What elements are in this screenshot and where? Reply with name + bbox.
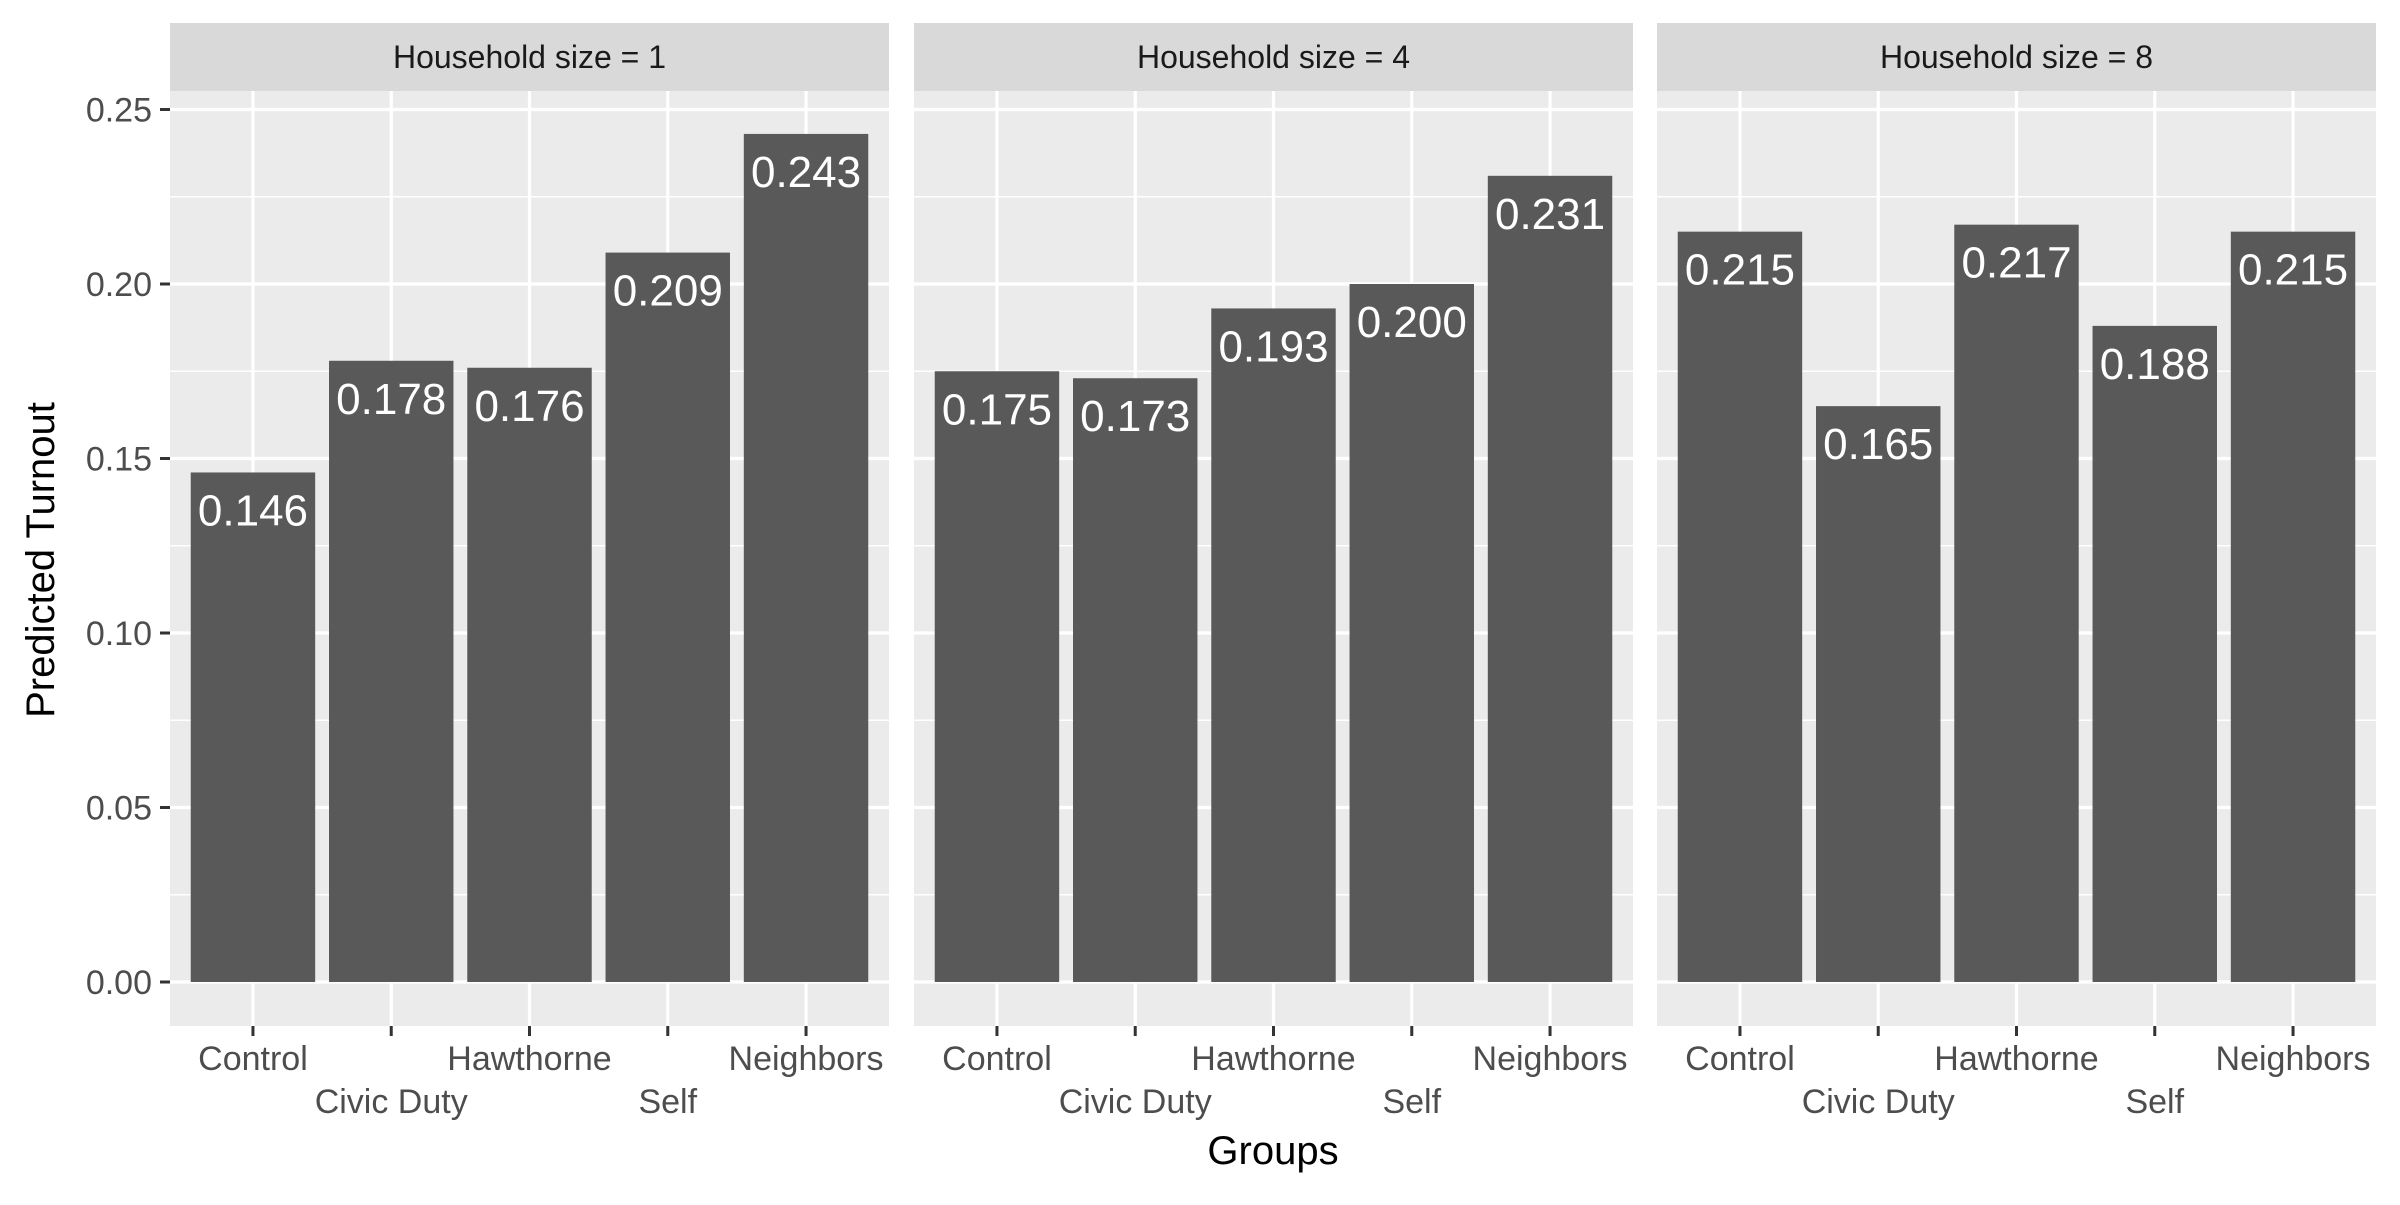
- bar: [1677, 231, 1803, 982]
- x-axis-title: Groups: [1207, 1129, 1338, 1173]
- bar: [934, 371, 1060, 982]
- bar-value-label: 0.231: [1495, 190, 1605, 239]
- x-tick-label: Civic Duty: [1059, 1083, 1212, 1121]
- x-tick-label: Hawthorne: [1191, 1040, 1355, 1078]
- bar-value-label: 0.173: [1080, 392, 1190, 441]
- x-tick-label: Control: [942, 1040, 1052, 1078]
- x-tick-label: Neighbors: [1473, 1040, 1628, 1078]
- y-tick-label: 0.10: [86, 615, 152, 653]
- x-tick-label: Hawthorne: [1934, 1040, 2098, 1078]
- facet-strip: [914, 23, 1633, 91]
- x-tick-label: Self: [638, 1083, 697, 1121]
- bar: [743, 133, 869, 982]
- y-tick-label: 0.00: [86, 964, 152, 1002]
- x-tick-label: Self: [2125, 1083, 2184, 1121]
- bar: [467, 367, 592, 982]
- facet-strip: [1657, 23, 2376, 91]
- bar-value-label: 0.175: [942, 385, 1052, 434]
- bar-value-label: 0.193: [1218, 322, 1328, 371]
- bar-value-label: 0.209: [613, 267, 723, 316]
- bar-value-label: 0.215: [1685, 246, 1795, 295]
- bar: [605, 252, 730, 983]
- bar-value-label: 0.176: [474, 382, 584, 431]
- facet-strip: [170, 23, 889, 91]
- facet-panel: Household size = 1 0.146 0.178 0.176 0.209 0.…: [170, 23, 889, 1121]
- x-tick-label: Hawthorne: [447, 1040, 611, 1078]
- x-tick-label: Neighbors: [2216, 1040, 2371, 1078]
- bar: [1954, 224, 2079, 983]
- y-tick-label: 0.25: [86, 92, 152, 130]
- y-axis-title: Predicted Turnout: [19, 402, 63, 718]
- y-tick-label: 0.05: [86, 790, 152, 828]
- bar: [2092, 325, 2217, 982]
- y-tick-label: 0.15: [86, 441, 152, 479]
- facet-strip-label: Household size = 4: [1137, 39, 1410, 75]
- y-tick-label: 0.20: [86, 266, 152, 304]
- bar-value-label: 0.217: [1961, 239, 2071, 288]
- bar: [1211, 308, 1336, 982]
- x-tick-label: Neighbors: [729, 1040, 884, 1078]
- bar: [2230, 231, 2356, 982]
- x-tick-label: Civic Duty: [315, 1083, 468, 1121]
- x-tick-label: Civic Duty: [1802, 1083, 1955, 1121]
- bar: [190, 472, 316, 982]
- bar-value-label: 0.188: [2100, 340, 2210, 389]
- x-tick-label: Control: [1685, 1040, 1795, 1078]
- bar-value-label: 0.243: [751, 148, 861, 197]
- bar: [1073, 378, 1198, 983]
- facet-strip-label: Household size = 1: [393, 39, 666, 75]
- bar-value-label: 0.165: [1823, 420, 1933, 469]
- bar: [1487, 175, 1613, 982]
- facet-strip-label: Household size = 8: [1880, 39, 2153, 75]
- bar-value-label: 0.146: [198, 486, 308, 535]
- bar: [1816, 406, 1941, 982]
- bar: [1349, 284, 1474, 982]
- x-tick-label: Control: [198, 1040, 308, 1078]
- facet-panel: Household size = 4 0.175 0.173 0.193 0.200 0.…: [914, 23, 1633, 1121]
- facet-panel: Household size = 8 0.215 0.165 0.217 0.188 0.…: [1657, 23, 2376, 1121]
- bar-value-label: 0.178: [336, 375, 446, 424]
- y-axis: 0.00 0.05 0.10 0.15 0.20 0.25: [86, 92, 170, 1002]
- bar-value-label: 0.200: [1357, 298, 1467, 347]
- bar: [329, 360, 454, 982]
- x-tick-label: Self: [1382, 1083, 1441, 1121]
- bar-value-label: 0.215: [2238, 246, 2348, 295]
- panels-layer: Household size = 1 0.146 0.178 0.176 0.209 0.…: [170, 23, 2376, 1121]
